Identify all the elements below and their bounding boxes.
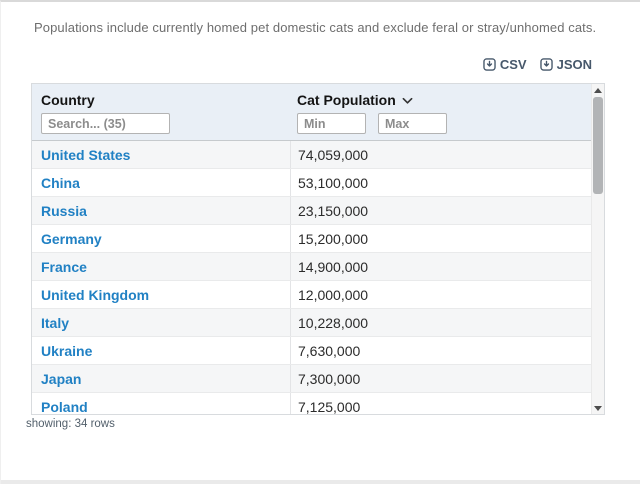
export-csv-label: CSV xyxy=(499,57,527,72)
population-cell: 12,000,000 xyxy=(290,281,591,308)
country-cell: Poland xyxy=(32,393,290,415)
row-count-status: showing: 34 rows xyxy=(26,418,115,430)
country-search-input[interactable] xyxy=(41,113,170,134)
population-min-input[interactable] xyxy=(297,113,366,134)
country-link[interactable]: Japan xyxy=(41,370,82,387)
table-row: United Kingdom 12,000,000 xyxy=(32,281,591,309)
country-link[interactable]: United Kingdom xyxy=(41,286,150,303)
population-cell: 23,150,000 xyxy=(290,197,591,224)
country-cell: Russia xyxy=(32,197,290,224)
export-csv-button[interactable]: CSV xyxy=(483,57,527,72)
country-link[interactable]: Poland xyxy=(41,398,88,415)
scrollbar-thumb[interactable] xyxy=(593,97,603,194)
country-cell: United Kingdom xyxy=(32,281,290,308)
population-cell: 74,059,000 xyxy=(290,141,591,168)
country-cell: France xyxy=(32,253,290,280)
bottom-divider xyxy=(1,480,640,484)
country-cell: China xyxy=(32,169,290,196)
population-max-input[interactable] xyxy=(378,113,447,134)
country-link[interactable]: Russia xyxy=(41,202,87,219)
country-link[interactable]: Ukraine xyxy=(41,342,93,359)
population-cell: 7,125,000 xyxy=(290,393,591,414)
table-row: Japan 7,300,000 xyxy=(32,365,591,393)
column-header-country: Country xyxy=(32,84,290,140)
country-link[interactable]: Italy xyxy=(41,314,70,331)
vertical-scrollbar[interactable] xyxy=(591,84,604,414)
country-link[interactable]: China xyxy=(41,174,80,191)
cat-population-table: Country Cat Population xyxy=(31,83,605,415)
table-row: Russia 23,150,000 xyxy=(32,197,591,225)
table-body: United States 74,059,000 China 53,100,00… xyxy=(32,141,591,414)
table-row: United States 74,059,000 xyxy=(32,141,591,169)
country-cell: Italy xyxy=(32,309,290,336)
country-cell: Germany xyxy=(32,225,290,252)
country-link[interactable]: Germany xyxy=(41,230,102,247)
table-row: China 53,100,000 xyxy=(32,169,591,197)
scroll-down-icon[interactable] xyxy=(592,402,604,414)
file-download-icon xyxy=(483,58,496,71)
description-text: Populations include currently homed pet … xyxy=(34,20,597,35)
export-json-button[interactable]: JSON xyxy=(539,57,592,72)
population-cell: 7,630,000 xyxy=(290,337,591,364)
table-row: Italy 10,228,000 xyxy=(32,309,591,337)
table-row: Germany 15,200,000 xyxy=(32,225,591,253)
population-cell: 15,200,000 xyxy=(290,225,591,252)
file-download-icon xyxy=(539,58,553,71)
country-column-label[interactable]: Country xyxy=(41,92,95,108)
table-row: Poland 7,125,000 xyxy=(32,393,591,414)
population-cell: 10,228,000 xyxy=(290,309,591,336)
population-column-label[interactable]: Cat Population xyxy=(297,92,396,108)
export-json-label: JSON xyxy=(556,57,592,72)
country-cell: United States xyxy=(32,141,290,168)
column-header-population: Cat Population xyxy=(290,84,604,140)
chevron-down-icon[interactable] xyxy=(402,95,413,105)
table-header: Country Cat Population xyxy=(32,84,604,141)
population-cell: 14,900,000 xyxy=(290,253,591,280)
table-row: Ukraine 7,630,000 xyxy=(32,337,591,365)
country-link[interactable]: United States xyxy=(41,146,131,163)
country-link[interactable]: France xyxy=(41,258,87,275)
scroll-up-icon[interactable] xyxy=(592,84,604,96)
country-cell: Ukraine xyxy=(32,337,290,364)
population-cell: 53,100,000 xyxy=(290,169,591,196)
country-cell: Japan xyxy=(32,365,290,392)
export-bar: CSV JSON xyxy=(483,57,592,72)
population-cell: 7,300,000 xyxy=(290,365,591,392)
table-row: France 14,900,000 xyxy=(32,253,591,281)
